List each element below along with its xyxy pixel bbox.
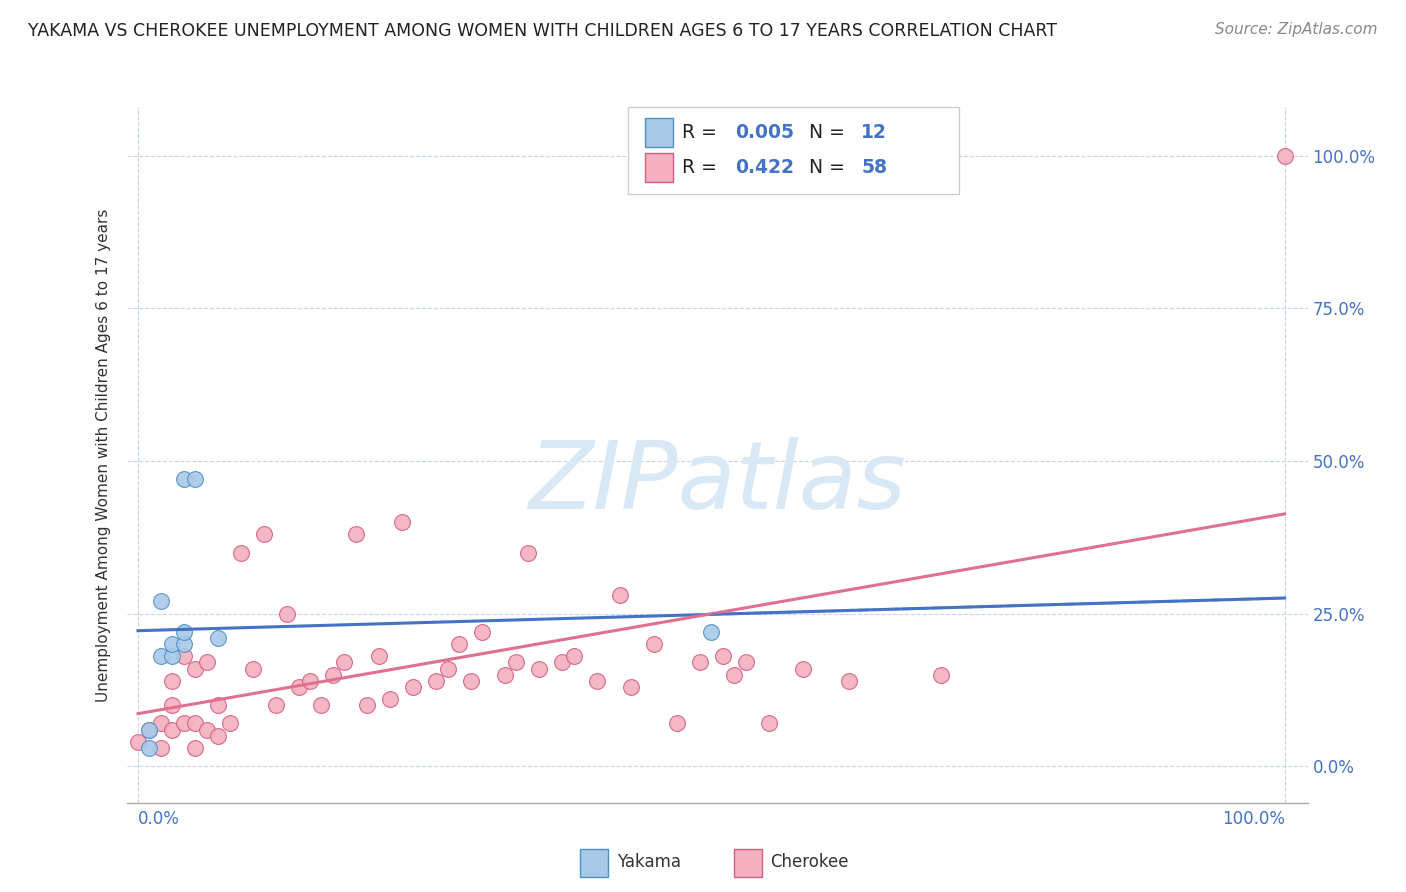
Text: 0.0%: 0.0% — [138, 810, 180, 828]
Point — [609, 588, 631, 602]
Point — [551, 656, 574, 670]
Point — [620, 680, 643, 694]
Point — [173, 637, 195, 651]
Point — [173, 472, 195, 486]
Point — [460, 673, 482, 688]
Point — [173, 624, 195, 639]
Text: R =: R = — [682, 123, 723, 143]
Point — [127, 735, 149, 749]
Point — [253, 527, 276, 541]
FancyBboxPatch shape — [581, 848, 609, 877]
Point — [162, 723, 184, 737]
Point — [562, 649, 585, 664]
Point — [264, 698, 287, 713]
Point — [333, 656, 356, 670]
Point — [665, 716, 688, 731]
Point — [311, 698, 333, 713]
Point — [162, 649, 184, 664]
Point — [838, 673, 860, 688]
Text: Yakama: Yakama — [617, 853, 681, 871]
Text: ZIPatlas: ZIPatlas — [529, 437, 905, 528]
Point — [356, 698, 378, 713]
Point — [344, 527, 367, 541]
Point — [367, 649, 389, 664]
Text: Source: ZipAtlas.com: Source: ZipAtlas.com — [1215, 22, 1378, 37]
Point — [391, 515, 413, 529]
Point — [184, 472, 207, 486]
Point — [700, 624, 723, 639]
Text: N =: N = — [797, 123, 851, 143]
FancyBboxPatch shape — [645, 118, 673, 147]
Text: 100.0%: 100.0% — [1222, 810, 1285, 828]
Point — [184, 661, 207, 675]
Point — [207, 698, 229, 713]
Text: Cherokee: Cherokee — [770, 853, 849, 871]
Point — [436, 661, 458, 675]
Y-axis label: Unemployment Among Women with Children Ages 6 to 17 years: Unemployment Among Women with Children A… — [96, 208, 111, 702]
Point — [425, 673, 447, 688]
Point — [173, 716, 195, 731]
Point — [758, 716, 780, 731]
Point — [149, 649, 172, 664]
Point — [494, 667, 516, 681]
Point — [529, 661, 551, 675]
Point — [449, 637, 471, 651]
Point — [149, 740, 172, 755]
Point — [723, 667, 745, 681]
Point — [298, 673, 321, 688]
Point — [138, 740, 160, 755]
Point — [242, 661, 264, 675]
Point — [711, 649, 734, 664]
Point — [195, 723, 218, 737]
Text: N =: N = — [797, 158, 851, 178]
Point — [792, 661, 814, 675]
Point — [162, 698, 184, 713]
Point — [207, 631, 229, 645]
Point — [138, 723, 160, 737]
Text: 12: 12 — [860, 123, 887, 143]
Point — [380, 692, 402, 706]
Point — [276, 607, 298, 621]
Point — [162, 637, 184, 651]
Point — [162, 673, 184, 688]
Point — [149, 716, 172, 731]
Point — [138, 723, 160, 737]
Point — [207, 729, 229, 743]
Point — [516, 545, 538, 559]
Point — [184, 740, 207, 755]
Text: YAKAMA VS CHEROKEE UNEMPLOYMENT AMONG WOMEN WITH CHILDREN AGES 6 TO 17 YEARS COR: YAKAMA VS CHEROKEE UNEMPLOYMENT AMONG WO… — [28, 22, 1057, 40]
Point — [505, 656, 527, 670]
Point — [195, 656, 218, 670]
Point — [287, 680, 309, 694]
Point — [585, 673, 607, 688]
Point — [402, 680, 425, 694]
Point — [218, 716, 240, 731]
Point — [471, 624, 494, 639]
FancyBboxPatch shape — [628, 107, 959, 194]
Text: R =: R = — [682, 158, 723, 178]
Point — [231, 545, 253, 559]
Point — [184, 716, 207, 731]
Point — [173, 649, 195, 664]
Text: 0.422: 0.422 — [735, 158, 794, 178]
Point — [643, 637, 665, 651]
FancyBboxPatch shape — [645, 153, 673, 182]
Text: 58: 58 — [860, 158, 887, 178]
Text: 0.005: 0.005 — [735, 123, 794, 143]
Point — [149, 594, 172, 608]
Point — [689, 656, 711, 670]
Point — [929, 667, 952, 681]
Point — [1274, 149, 1296, 163]
Point — [734, 656, 756, 670]
FancyBboxPatch shape — [734, 848, 762, 877]
Point — [322, 667, 344, 681]
